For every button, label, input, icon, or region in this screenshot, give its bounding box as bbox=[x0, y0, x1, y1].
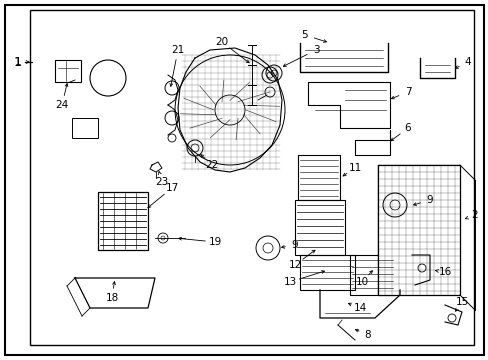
Text: 16: 16 bbox=[437, 267, 451, 277]
Text: 24: 24 bbox=[55, 100, 68, 110]
Text: 1: 1 bbox=[14, 55, 22, 68]
Text: 5: 5 bbox=[301, 30, 307, 40]
Bar bbox=[297, 155, 339, 200]
Text: 2: 2 bbox=[471, 210, 477, 220]
Bar bbox=[72, 118, 98, 138]
Text: 7: 7 bbox=[404, 87, 410, 97]
Text: 1: 1 bbox=[15, 57, 21, 67]
Text: 17: 17 bbox=[165, 183, 178, 193]
Text: 3: 3 bbox=[312, 45, 319, 55]
Text: 22: 22 bbox=[205, 160, 218, 170]
Text: 23: 23 bbox=[155, 177, 168, 187]
Text: 20: 20 bbox=[215, 37, 228, 47]
Text: 18: 18 bbox=[105, 293, 119, 303]
Text: 8: 8 bbox=[364, 330, 370, 340]
Bar bbox=[55, 60, 81, 82]
Text: 11: 11 bbox=[347, 163, 361, 173]
Text: 9: 9 bbox=[291, 240, 298, 250]
Text: 19: 19 bbox=[208, 237, 221, 247]
Text: 12: 12 bbox=[288, 260, 301, 270]
Bar bbox=[294, 200, 345, 255]
Bar bbox=[98, 192, 148, 250]
Text: 13: 13 bbox=[283, 277, 296, 287]
Bar bbox=[299, 255, 354, 290]
Text: 15: 15 bbox=[454, 297, 468, 307]
Text: 14: 14 bbox=[353, 303, 366, 313]
Text: 9: 9 bbox=[426, 195, 432, 205]
Bar bbox=[349, 255, 394, 295]
Text: 4: 4 bbox=[464, 57, 470, 67]
Text: 6: 6 bbox=[404, 123, 410, 133]
Bar bbox=[377, 165, 459, 295]
Text: 21: 21 bbox=[171, 45, 184, 55]
Text: 10: 10 bbox=[355, 277, 368, 287]
